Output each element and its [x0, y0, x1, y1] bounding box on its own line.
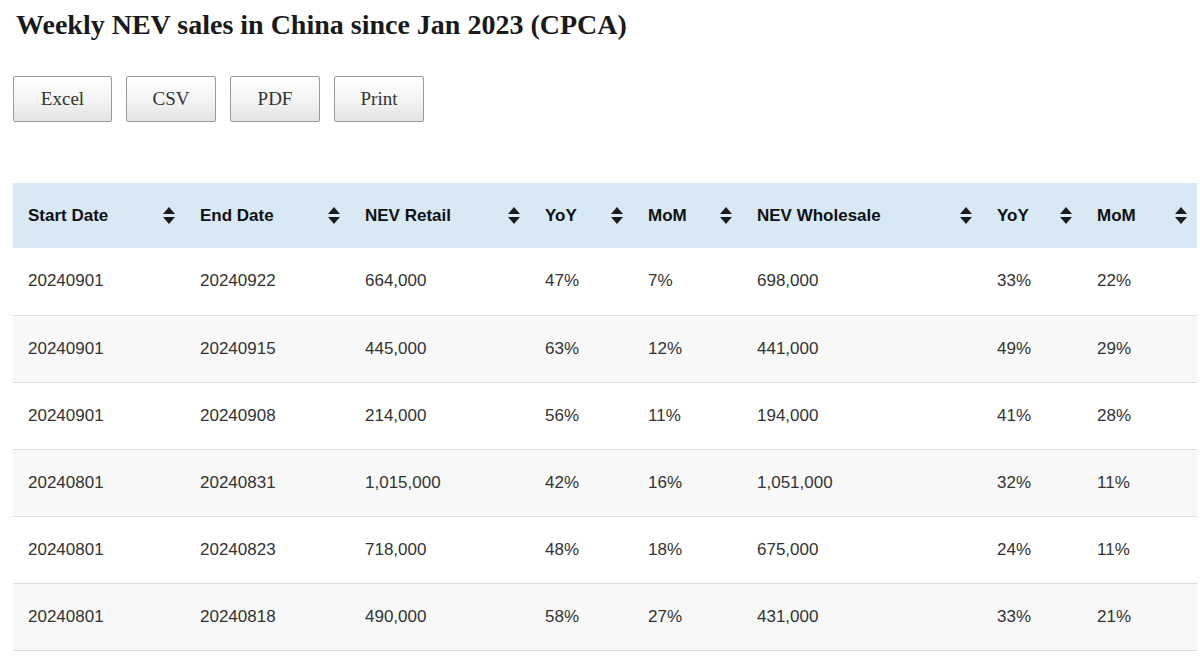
cell-start-date: 20240801 [13, 516, 185, 583]
cell-yoy-wholesale: 49% [982, 315, 1082, 382]
cell-yoy-retail: 42% [530, 449, 633, 516]
cell-mom-wholesale: 28% [1082, 382, 1197, 449]
sort-both-icon [1060, 207, 1072, 224]
export-pdf-button[interactable]: PDF [230, 76, 320, 122]
cell-yoy-retail: 56% [530, 382, 633, 449]
column-header-end-date[interactable]: End Date [185, 183, 350, 248]
cell-start-date: 20240901 [13, 315, 185, 382]
sort-both-icon [720, 207, 732, 224]
table-header: Start Date End Date NEV Retail [13, 183, 1197, 248]
table-row: 20240801 20240818 490,000 58% 27% 431,00… [13, 583, 1197, 650]
cell-yoy-wholesale: 33% [982, 583, 1082, 650]
cell-yoy-wholesale: 41% [982, 382, 1082, 449]
cell-mom-wholesale: 22% [1082, 248, 1197, 315]
cell-nev-retail: 214,000 [350, 382, 530, 449]
cell-mom-retail: 27% [633, 583, 742, 650]
cell-mom-retail: 12% [633, 315, 742, 382]
cell-yoy-wholesale: 24% [982, 516, 1082, 583]
column-header-yoy-retail[interactable]: YoY [530, 183, 633, 248]
cell-end-date: 20240823 [185, 516, 350, 583]
sort-both-icon [508, 207, 520, 224]
column-header-start-date[interactable]: Start Date [13, 183, 185, 248]
table-row: 20240801 20240823 718,000 48% 18% 675,00… [13, 516, 1197, 583]
cell-nev-wholesale: 675,000 [742, 516, 982, 583]
export-csv-button[interactable]: CSV [126, 76, 216, 122]
cell-yoy-retail: 47% [530, 248, 633, 315]
column-header-label: MoM [648, 206, 687, 226]
cell-nev-wholesale: 194,000 [742, 382, 982, 449]
cell-mom-retail: 7% [633, 248, 742, 315]
cell-nev-retail: 1,015,000 [350, 449, 530, 516]
sort-both-icon [328, 207, 340, 224]
export-excel-button[interactable]: Excel [13, 76, 112, 122]
sort-both-icon [163, 207, 175, 224]
cell-nev-retail: 490,000 [350, 583, 530, 650]
cell-mom-retail: 11% [633, 382, 742, 449]
cell-yoy-wholesale: 33% [982, 248, 1082, 315]
cell-nev-wholesale: 431,000 [742, 583, 982, 650]
cell-end-date: 20240831 [185, 449, 350, 516]
cell-end-date: 20240818 [185, 583, 350, 650]
column-header-mom-retail[interactable]: MoM [633, 183, 742, 248]
column-header-nev-wholesale[interactable]: NEV Wholesale [742, 183, 982, 248]
column-header-yoy-wholesale[interactable]: YoY [982, 183, 1082, 248]
cell-yoy-wholesale: 32% [982, 449, 1082, 516]
cell-end-date: 20240908 [185, 382, 350, 449]
cell-start-date: 20240901 [13, 382, 185, 449]
column-header-label: NEV Retail [365, 206, 451, 226]
cell-mom-wholesale: 21% [1082, 583, 1197, 650]
table-row: 20240901 20240922 664,000 47% 7% 698,000… [13, 248, 1197, 315]
column-header-label: End Date [200, 206, 274, 226]
cell-start-date: 20240801 [13, 449, 185, 516]
column-header-label: MoM [1097, 206, 1136, 226]
cell-nev-retail: 445,000 [350, 315, 530, 382]
cell-nev-wholesale: 1,051,000 [742, 449, 982, 516]
cell-mom-wholesale: 29% [1082, 315, 1197, 382]
cell-start-date: 20240901 [13, 248, 185, 315]
cell-mom-retail: 16% [633, 449, 742, 516]
export-toolbar: Excel CSV PDF Print [13, 76, 1200, 122]
cell-mom-wholesale: 11% [1082, 449, 1197, 516]
sort-both-icon [960, 207, 972, 224]
table-row: 20240901 20240908 214,000 56% 11% 194,00… [13, 382, 1197, 449]
cell-yoy-retail: 58% [530, 583, 633, 650]
header-row: Start Date End Date NEV Retail [13, 183, 1197, 248]
column-header-label: YoY [997, 206, 1029, 226]
cell-nev-wholesale: 441,000 [742, 315, 982, 382]
table-row: 20240901 20240915 445,000 63% 12% 441,00… [13, 315, 1197, 382]
column-header-nev-retail[interactable]: NEV Retail [350, 183, 530, 248]
cell-mom-wholesale: 11% [1082, 516, 1197, 583]
cell-end-date: 20240915 [185, 315, 350, 382]
cell-nev-retail: 664,000 [350, 248, 530, 315]
cell-yoy-retail: 48% [530, 516, 633, 583]
table-body: 20240901 20240922 664,000 47% 7% 698,000… [13, 248, 1197, 650]
table-row: 20240801 20240831 1,015,000 42% 16% 1,05… [13, 449, 1197, 516]
column-header-label: NEV Wholesale [757, 206, 881, 226]
sort-both-icon [611, 207, 623, 224]
cell-nev-wholesale: 698,000 [742, 248, 982, 315]
cell-nev-retail: 718,000 [350, 516, 530, 583]
column-header-label: Start Date [28, 206, 108, 226]
page-title: Weekly NEV sales in China since Jan 2023… [16, 9, 1184, 41]
cell-end-date: 20240922 [185, 248, 350, 315]
nev-sales-table: Start Date End Date NEV Retail [13, 183, 1197, 651]
export-print-button[interactable]: Print [334, 76, 424, 122]
cell-yoy-retail: 63% [530, 315, 633, 382]
sort-both-icon [1175, 207, 1187, 224]
nev-sales-table-container: Start Date End Date NEV Retail [13, 183, 1187, 651]
column-header-mom-wholesale[interactable]: MoM [1082, 183, 1197, 248]
column-header-label: YoY [545, 206, 577, 226]
cell-start-date: 20240801 [13, 583, 185, 650]
cell-mom-retail: 18% [633, 516, 742, 583]
